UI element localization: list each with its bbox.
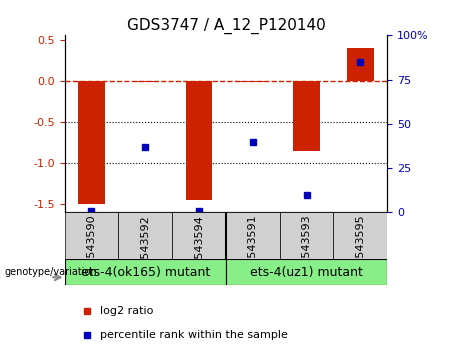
Bar <box>185 81 213 200</box>
Bar <box>65 212 118 260</box>
Bar <box>280 212 333 260</box>
Text: GSM543590: GSM543590 <box>86 215 96 282</box>
Text: percentile rank within the sample: percentile rank within the sample <box>100 330 288 339</box>
Bar <box>347 48 374 81</box>
Text: GSM543593: GSM543593 <box>301 215 312 282</box>
Text: GSM543592: GSM543592 <box>140 215 150 282</box>
Bar <box>132 81 159 82</box>
Text: GSM543594: GSM543594 <box>194 215 204 282</box>
Bar <box>239 81 266 82</box>
Bar <box>118 212 172 260</box>
Bar <box>226 259 387 285</box>
Text: GSM543595: GSM543595 <box>355 215 366 282</box>
Title: GDS3747 / A_12_P120140: GDS3747 / A_12_P120140 <box>126 18 325 34</box>
Bar <box>293 81 320 151</box>
Text: ets-4(uz1) mutant: ets-4(uz1) mutant <box>250 266 363 279</box>
Text: GSM543591: GSM543591 <box>248 215 258 282</box>
Bar <box>226 212 280 260</box>
Bar <box>65 259 226 285</box>
Bar <box>78 81 105 204</box>
Text: genotype/variation: genotype/variation <box>5 267 97 277</box>
Text: ets-4(ok165) mutant: ets-4(ok165) mutant <box>81 266 210 279</box>
Bar <box>333 212 387 260</box>
Text: log2 ratio: log2 ratio <box>100 306 154 316</box>
Bar <box>172 212 226 260</box>
